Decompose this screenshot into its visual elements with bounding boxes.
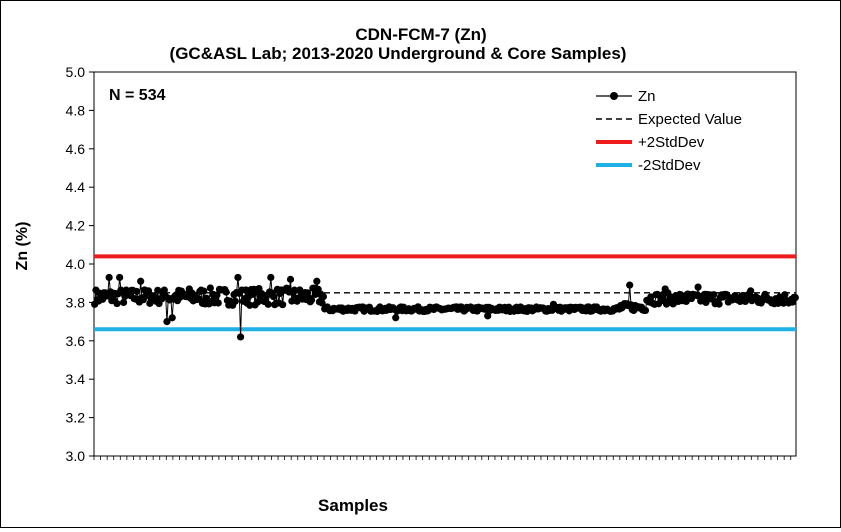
zn-data-point (279, 301, 287, 309)
zn-data-point (626, 281, 634, 289)
legend-label--2stddev: -2StdDev (638, 157, 701, 174)
zn-data-point (231, 297, 239, 305)
zn-data-point (710, 291, 718, 299)
zn-data-point (137, 277, 145, 285)
plot-border (93, 71, 797, 457)
legend-label-zn: Zn (638, 88, 656, 105)
zn-data-point (641, 306, 650, 315)
zn-data-point (313, 277, 321, 285)
zn-data-point (105, 273, 113, 282)
zn-data-point (307, 296, 316, 304)
zn-data-point (319, 293, 327, 301)
zn-data-point (694, 283, 702, 291)
zn-data-point (194, 294, 203, 303)
zn-data-point (702, 298, 710, 306)
zn-data-point (214, 299, 222, 307)
zn-data-point (168, 314, 176, 322)
zn-data-point (236, 333, 245, 341)
zn-data-point (222, 288, 230, 296)
zn-data-point (200, 287, 208, 295)
zn-data-point (113, 299, 121, 308)
y-tick-label: 3.6 (66, 333, 86, 349)
legend-label-expected-value: Expected Value (638, 111, 742, 128)
zn-data-point (791, 294, 799, 302)
zn-data-point (154, 286, 162, 294)
y-tick-label: 4.8 (66, 102, 86, 118)
zn-data-point (269, 293, 278, 301)
y-tick-label: 4.0 (66, 256, 86, 272)
y-tick-label: 4.6 (66, 141, 86, 157)
zn-data-point (318, 299, 326, 307)
y-tick-label: 3.2 (66, 410, 86, 426)
zn-data-point (119, 298, 128, 306)
zn-data-point (286, 275, 295, 283)
zn-data-point (144, 287, 153, 295)
y-tick-label: 3.0 (66, 448, 86, 464)
zn-data-point (163, 318, 171, 326)
zn-data-point (133, 287, 141, 296)
legend-zn-marker (610, 92, 618, 100)
zn-data-point (267, 273, 275, 282)
zn-data-point (242, 286, 250, 294)
y-tick-label: 3.8 (66, 294, 86, 310)
zn-data-point (392, 314, 400, 322)
plot-area: 3.0 3.2 3.4 3.6 3.8 4.0 4.2 4.4 4.6 4.8 5.0 (66, 64, 799, 464)
y-tick-label: 4.2 (66, 218, 86, 234)
chart-subtitle: (GC&ASL Lab; 2013-2020 Underground & Cor… (170, 44, 627, 63)
zn-data-point (116, 273, 124, 282)
zn-data-point (781, 291, 789, 299)
zn-data-point (160, 286, 168, 294)
zn-data-point (682, 297, 690, 306)
chart-title: CDN-FCM-7 (Zn) (355, 25, 486, 44)
y-tick-label: 5.0 (66, 64, 86, 80)
y-axis-label: Zn (%) (14, 222, 31, 271)
zn-data-point (234, 273, 242, 282)
y-tick-label: 4.4 (66, 179, 86, 195)
zn-data-point (747, 287, 755, 295)
zn-data-point (246, 301, 254, 309)
legend: Zn Expected Value +2StdDev -2StdDev (596, 88, 742, 174)
zn-data-point (715, 300, 723, 308)
zn-data-point (213, 291, 221, 299)
zn-data-point (290, 286, 299, 294)
sample-count-annotation: N = 534 (109, 87, 166, 104)
zn-data-point (264, 300, 272, 308)
zn-data-point (484, 312, 492, 320)
zn-data-point (206, 284, 214, 292)
x-axis-label: Samples (318, 496, 388, 515)
y-tick-label: 3.4 (66, 371, 86, 387)
legend-label--2stddev: +2StdDev (638, 134, 705, 151)
